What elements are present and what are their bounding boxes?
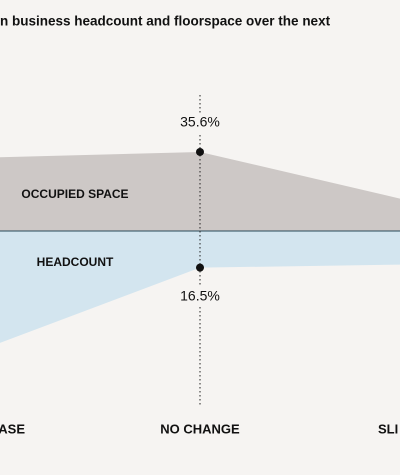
series-label: HEADCOUNT: [37, 255, 114, 269]
series-label: OCCUPIED SPACE: [21, 187, 128, 201]
data-label: 16.5%: [180, 287, 220, 303]
data-point: [196, 147, 204, 156]
label-bg: [174, 112, 226, 133]
label-bg: [174, 286, 226, 307]
x-tick-label: SLI: [378, 421, 398, 436]
area: [0, 231, 400, 343]
data-label: 35.6%: [180, 114, 220, 130]
chart-title: n business headcount and floorspace over…: [0, 14, 331, 29]
x-tick-label: NO CHANGE: [160, 421, 240, 436]
data-point: [196, 263, 204, 272]
x-tick-label: ASE: [0, 421, 25, 436]
